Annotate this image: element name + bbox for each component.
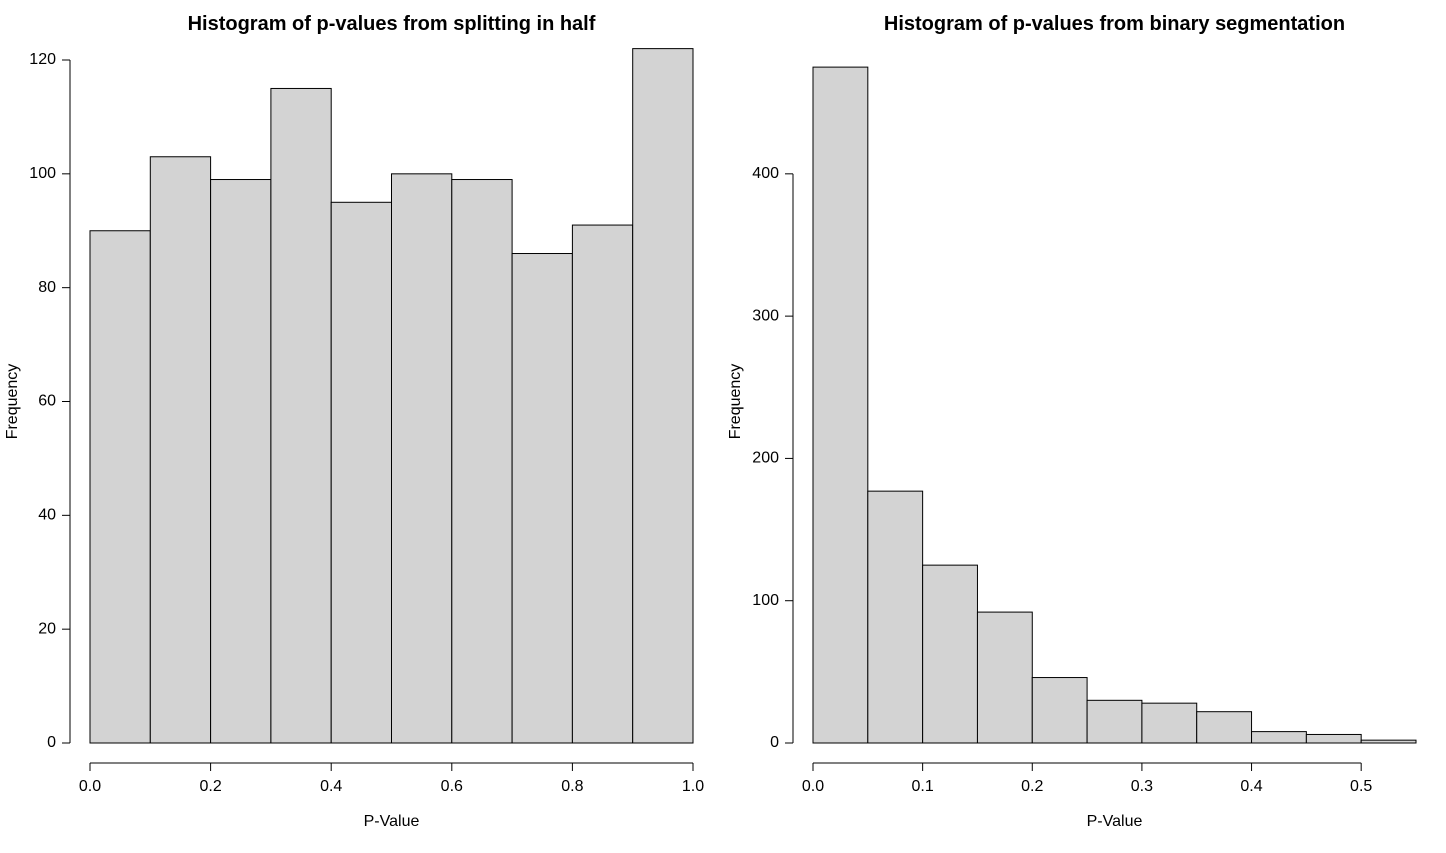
y-tick-label: 0 [770,734,779,751]
y-axis-label: Frequency [727,364,744,440]
x-tick-label: 0.0 [802,778,824,795]
x-tick-label: 0.0 [79,778,101,795]
histogram-bar [1197,712,1252,743]
histogram-bar [90,231,150,743]
y-tick-label: 20 [38,620,56,637]
histogram-bar [572,225,632,743]
x-tick-label: 0.4 [1240,778,1262,795]
histogram-bar [1142,703,1197,743]
x-tick-label: 0.6 [441,778,463,795]
left-histogram: Histogram of p-values from splitting in … [0,0,723,853]
chart-container: Histogram of p-values from splitting in … [0,0,1446,853]
histogram-bar [868,491,923,743]
y-tick-label: 100 [29,165,56,182]
y-tick-label: 80 [38,279,56,296]
y-tick-label: 120 [29,51,56,68]
histogram-bar [271,88,331,743]
x-axis-label: P-Value [1087,813,1143,830]
chart-title: Histogram of p-values from binary segmen… [884,13,1345,35]
histogram-bar [633,49,693,743]
y-tick-label: 100 [752,592,779,609]
x-tick-label: 0.8 [561,778,583,795]
x-tick-label: 0.1 [912,778,934,795]
histogram-bar [512,254,572,743]
y-tick-label: 300 [752,307,779,324]
y-tick-label: 40 [38,507,56,524]
histogram-bar [923,565,978,743]
x-tick-label: 1.0 [682,778,704,795]
y-tick-label: 0 [47,734,56,751]
histogram-bar [1361,740,1416,743]
x-tick-label: 0.2 [199,778,221,795]
histogram-bar [452,180,512,743]
histogram-bar [331,202,391,743]
histogram-bar [150,157,210,743]
histogram-bar [1087,700,1142,743]
y-tick-label: 200 [752,450,779,467]
histogram-bar [1032,678,1087,743]
histogram-bar [1252,732,1307,743]
histogram-bar [1306,734,1361,743]
x-tick-label: 0.4 [320,778,342,795]
histogram-bar [813,67,868,743]
right-histogram: Histogram of p-values from binary segmen… [723,0,1446,853]
right-panel: Histogram of p-values from binary segmen… [723,0,1446,853]
x-tick-label: 0.3 [1131,778,1153,795]
x-tick-label: 0.2 [1021,778,1043,795]
histogram-bar [392,174,452,743]
histogram-bar [977,612,1032,743]
x-axis-label: P-Value [364,813,420,830]
y-axis-label: Frequency [4,364,21,440]
left-panel: Histogram of p-values from splitting in … [0,0,723,853]
y-tick-label: 60 [38,393,56,410]
x-tick-label: 0.5 [1350,778,1372,795]
histogram-bar [211,180,271,743]
y-tick-label: 400 [752,165,779,182]
chart-title: Histogram of p-values from splitting in … [188,13,596,35]
